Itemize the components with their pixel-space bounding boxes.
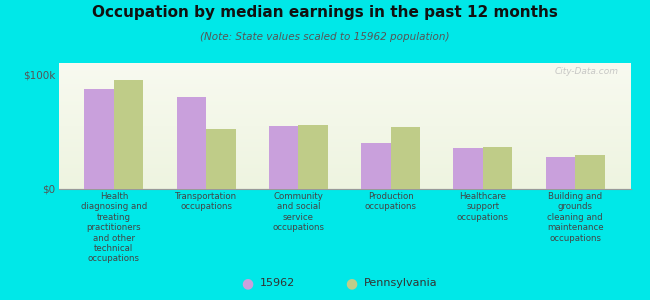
Text: 15962: 15962 [260, 278, 295, 289]
Bar [269, 126, 298, 189]
Text: Health
diagnosing and
treating
practitioners
and other
technical
occupations: Health diagnosing and treating practitio… [81, 192, 147, 263]
Text: Building and
grounds
cleaning and
maintenance
occupations: Building and grounds cleaning and mainte… [547, 192, 603, 243]
Bar [453, 148, 483, 189]
Text: City-Data.com: City-Data.com [555, 67, 619, 76]
Bar [361, 143, 391, 189]
Bar [391, 127, 420, 189]
Bar [483, 147, 512, 189]
Text: Healthcare
support
occupations: Healthcare support occupations [457, 192, 509, 222]
Text: Transportation
occupations: Transportation occupations [175, 192, 237, 212]
Text: Occupation by median earnings in the past 12 months: Occupation by median earnings in the pas… [92, 4, 558, 20]
Bar [206, 129, 236, 189]
Text: Community
and social
service
occupations: Community and social service occupations [272, 192, 324, 232]
Text: ●: ● [241, 277, 253, 290]
Bar [114, 80, 144, 189]
Bar [84, 89, 114, 189]
Text: Pennsylvania: Pennsylvania [364, 278, 437, 289]
Text: (Note: State values scaled to 15962 population): (Note: State values scaled to 15962 popu… [200, 32, 450, 41]
Text: Production
occupations: Production occupations [365, 192, 417, 212]
Bar [575, 154, 604, 189]
Bar [545, 157, 575, 189]
Bar [298, 125, 328, 189]
Bar [177, 98, 206, 189]
Text: ●: ● [345, 277, 357, 290]
